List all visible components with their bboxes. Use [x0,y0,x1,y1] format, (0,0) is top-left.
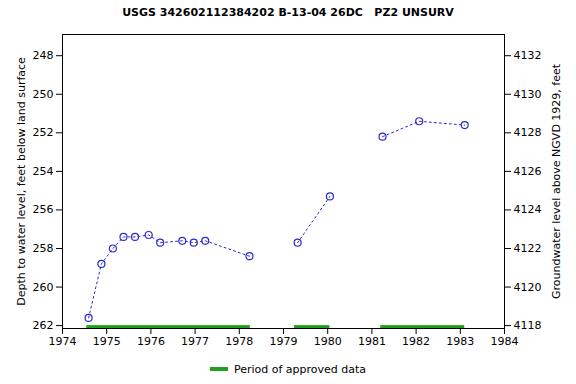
svg-text:1978: 1978 [225,335,253,348]
svg-text:260: 260 [33,281,54,294]
svg-text:256: 256 [33,203,54,216]
svg-text:1976: 1976 [137,335,165,348]
svg-text:254: 254 [33,165,54,178]
svg-text:4132: 4132 [514,49,542,62]
svg-text:262: 262 [33,319,54,332]
svg-text:1975: 1975 [93,335,121,348]
svg-text:4124: 4124 [514,203,542,216]
html-text:Period of approved data: Period of approved data [233,362,367,376]
svg-text:4128: 4128 [514,126,542,139]
svg-text:252: 252 [33,126,54,139]
svg-text:1977: 1977 [181,335,209,348]
svg-text:4120: 4120 [514,281,542,294]
svg-text:4118: 4118 [514,319,542,332]
svg-text:4122: 4122 [514,242,542,255]
svg-text:1983: 1983 [446,335,474,348]
svg-text:1982: 1982 [402,335,430,348]
html-text:USGS 342602112384202 B-13-04 2: USGS 342602112384202 B-13-04 26DC PZ2 UN… [122,6,454,19]
svg-text:1974: 1974 [49,335,77,348]
svg-text:1979: 1979 [270,335,298,348]
svg-text:4130: 4130 [514,88,542,101]
svg-text:4126: 4126 [514,165,542,178]
svg-text:250: 250 [33,88,54,101]
svg-text:258: 258 [33,242,54,255]
svg-text:1980: 1980 [314,335,342,348]
svg-text:248: 248 [33,49,54,62]
svg-text:1981: 1981 [358,335,386,348]
svg-text:1984: 1984 [491,335,519,348]
svg-text:Depth to water level, feet bel: Depth to water level, feet below land su… [15,57,28,306]
svg-text:Groundwater level above NGVD 1: Groundwater level above NGVD 1929, feet [550,63,563,299]
